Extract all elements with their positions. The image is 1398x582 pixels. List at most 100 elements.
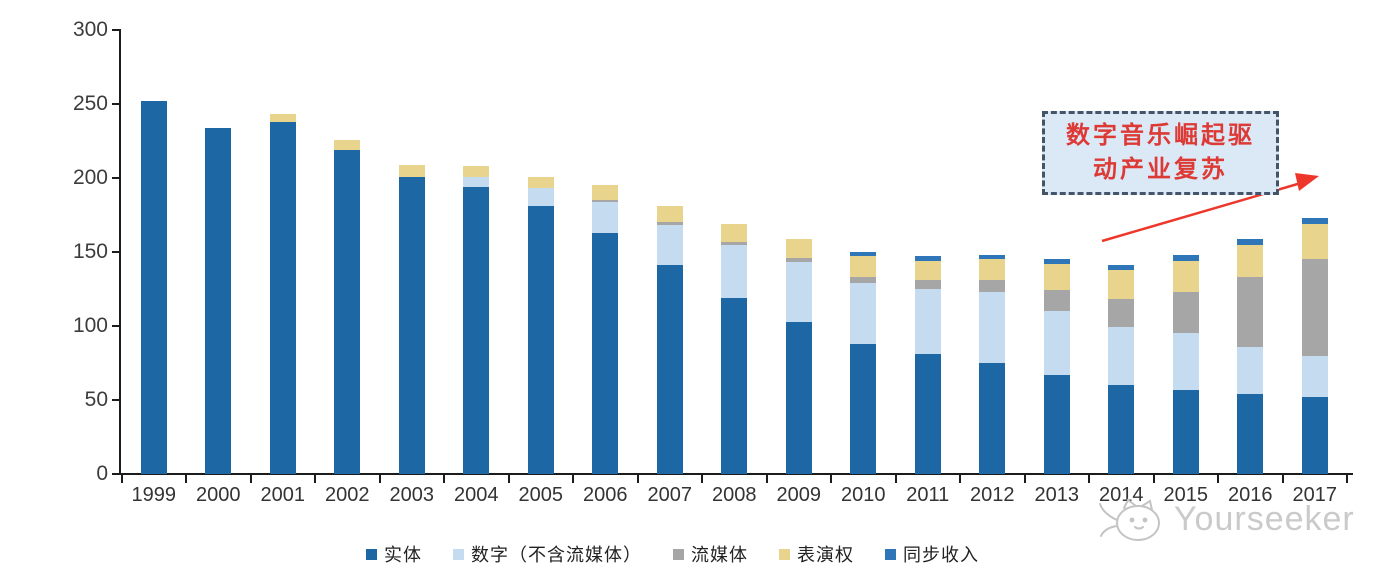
bar-segment-streaming bbox=[1172, 291, 1199, 334]
bar-segment-physical bbox=[1043, 374, 1070, 474]
bar-segment-streaming bbox=[1237, 277, 1264, 347]
bar-segment-streaming bbox=[785, 257, 812, 263]
annotation-text-line2: 动产业复苏 bbox=[1093, 156, 1228, 183]
bar-segment-physical bbox=[1237, 394, 1264, 474]
bar-segment-digital-excl-streaming bbox=[527, 188, 554, 207]
bar-segment-digital-excl-streaming bbox=[721, 244, 748, 298]
bar-segment-physical bbox=[269, 121, 296, 474]
x-axis-label: 2003 bbox=[389, 484, 435, 506]
legend-swatch-digital-excl-streaming bbox=[453, 548, 464, 560]
bar-segment-streaming bbox=[721, 241, 748, 245]
bar-segment-performance-rights bbox=[1301, 223, 1328, 260]
x-axis-tick bbox=[1346, 475, 1348, 483]
bar-segment-streaming bbox=[914, 280, 941, 289]
bar-segment-performance-rights bbox=[979, 259, 1006, 281]
bar-segment-physical bbox=[1108, 385, 1135, 474]
bar-segment-performance-rights bbox=[785, 238, 812, 258]
bar-segment-streaming bbox=[592, 200, 619, 202]
bar-segment-sync-revenue bbox=[1043, 259, 1070, 264]
bar-segment-performance-rights bbox=[269, 114, 296, 122]
y-axis-tick bbox=[112, 29, 120, 31]
bar-segment-sync-revenue bbox=[1172, 254, 1199, 261]
watermark-text: Yourseeker bbox=[1174, 500, 1355, 538]
bar-segment-sync-revenue bbox=[1108, 265, 1135, 270]
bar-segment-sync-revenue bbox=[914, 256, 941, 261]
bar-segment-physical bbox=[205, 127, 232, 474]
x-axis-label: 2015 bbox=[1163, 484, 1209, 506]
x-axis-label: 2011 bbox=[906, 484, 950, 506]
x-axis-label: 1999 bbox=[131, 484, 177, 506]
x-axis-label: 2007 bbox=[647, 484, 693, 506]
y-axis-label: 50 bbox=[84, 388, 108, 411]
x-axis-tick bbox=[765, 475, 768, 483]
bar-segment-performance-rights bbox=[398, 164, 425, 177]
bar-segment-sync-revenue bbox=[979, 254, 1006, 260]
legend-item-sync-revenue: 同步收入 bbox=[885, 541, 979, 567]
legend-swatch-performance-rights bbox=[779, 548, 790, 560]
legend-swatch-physical bbox=[366, 548, 377, 560]
bar-segment-performance-rights bbox=[1172, 260, 1199, 292]
legend-item-physical: 实体 bbox=[366, 541, 422, 567]
bar-segment-digital-excl-streaming bbox=[1301, 355, 1328, 398]
legend-label-performance-rights: 表演权 bbox=[797, 545, 854, 565]
bar-segment-performance-rights bbox=[1108, 269, 1135, 300]
bar-segment-digital-excl-streaming bbox=[592, 201, 619, 233]
cat-doodle-icon bbox=[1099, 498, 1160, 541]
x-axis-tick bbox=[572, 475, 574, 483]
bar-segment-streaming bbox=[850, 277, 877, 284]
bar-segment-performance-rights bbox=[592, 185, 619, 201]
bar-segment-physical bbox=[334, 149, 361, 474]
bar-segment-sync-revenue bbox=[1301, 217, 1328, 224]
x-axis-label: 2013 bbox=[1034, 484, 1080, 506]
bar-segment-digital-excl-streaming bbox=[1043, 311, 1070, 375]
bar-segment-streaming bbox=[1043, 290, 1070, 312]
y-axis-tick bbox=[112, 473, 120, 475]
x-axis-label: 2001 bbox=[260, 484, 306, 506]
bar-segment-physical bbox=[592, 232, 619, 474]
bar-segment-performance-rights bbox=[1043, 263, 1070, 291]
x-axis-tick bbox=[894, 475, 897, 483]
y-axis-tick bbox=[112, 399, 120, 401]
x-axis-label: 2005 bbox=[518, 484, 564, 506]
legend-swatch-streaming bbox=[673, 548, 684, 560]
bar-segment-streaming bbox=[979, 280, 1006, 292]
x-axis-label: 2004 bbox=[454, 484, 499, 506]
x-axis-label: 2000 bbox=[196, 484, 241, 506]
x-axis-label: 2016 bbox=[1228, 484, 1273, 506]
bar-segment-digital-excl-streaming bbox=[656, 225, 683, 266]
x-axis-tick bbox=[959, 475, 961, 483]
x-axis-label: 2010 bbox=[841, 484, 886, 506]
bar-segment-physical bbox=[463, 186, 490, 474]
y-axis-label: 150 bbox=[72, 240, 108, 263]
y-axis-tick bbox=[112, 325, 120, 327]
bar-segment-performance-rights bbox=[1237, 244, 1264, 278]
x-axis-tick bbox=[378, 475, 381, 483]
bar-segment-physical bbox=[721, 297, 748, 474]
legend-label-physical: 实体 bbox=[384, 545, 422, 565]
x-axis-tick bbox=[830, 475, 832, 483]
x-axis-tick bbox=[314, 475, 316, 483]
legend-item-digital-excl-streaming: 数字（不含流媒体） bbox=[453, 541, 642, 567]
legend-item-streaming: 流媒体 bbox=[673, 541, 748, 567]
x-axis-tick bbox=[249, 475, 252, 483]
bar-segment-digital-excl-streaming bbox=[1172, 333, 1199, 390]
bar-segment-physical bbox=[1301, 397, 1328, 474]
bar-segment-performance-rights bbox=[721, 223, 748, 242]
legend-label-sync-revenue: 同步收入 bbox=[903, 545, 979, 565]
legend-item-performance-rights: 表演权 bbox=[779, 541, 854, 567]
legend-label-digital-excl-streaming: 数字（不含流媒体） bbox=[471, 545, 642, 565]
x-axis-line bbox=[119, 473, 1353, 475]
bar-segment-performance-rights bbox=[334, 139, 361, 150]
bar-segment-performance-rights bbox=[656, 206, 683, 223]
bar-segment-digital-excl-streaming bbox=[979, 291, 1006, 363]
bar-segment-digital-excl-streaming bbox=[1108, 327, 1135, 386]
bar-segment-physical bbox=[979, 363, 1006, 474]
y-axis-line bbox=[119, 29, 121, 475]
bar-segment-performance-rights bbox=[463, 166, 490, 177]
bar-segment-physical bbox=[785, 321, 812, 474]
y-axis-tick bbox=[112, 251, 120, 253]
x-axis-tick bbox=[1217, 475, 1219, 483]
bar-segment-physical bbox=[850, 343, 877, 474]
y-axis-tick bbox=[112, 177, 120, 179]
bar-segment-physical bbox=[914, 354, 941, 474]
